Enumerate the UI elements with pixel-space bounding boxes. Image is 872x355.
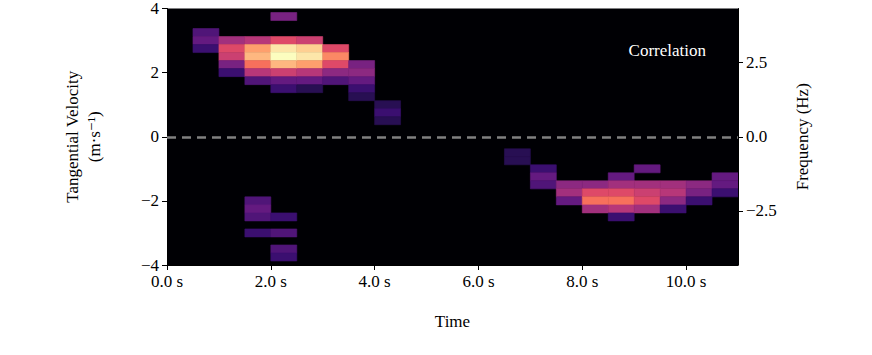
svg-text:Tangential Velocity: Tangential Velocity (63, 70, 82, 203)
svg-text:10.0 s: 10.0 s (666, 272, 707, 291)
svg-text:0: 0 (151, 127, 160, 146)
svg-text:(m·s⁻¹): (m·s⁻¹) (85, 111, 104, 162)
svg-text:2: 2 (151, 63, 160, 82)
svg-text:0.0 s: 0.0 s (151, 272, 183, 291)
svg-text:8.0 s: 8.0 s (566, 272, 598, 291)
svg-text:2.5: 2.5 (746, 53, 767, 72)
svg-text:−4: −4 (140, 255, 159, 275)
svg-text:4: 4 (151, 0, 160, 18)
svg-text:2.0 s: 2.0 s (255, 272, 287, 291)
svg-text:Correlation: Correlation (629, 41, 707, 60)
svg-text:−2: −2 (141, 191, 159, 210)
svg-text:−2.5: −2.5 (746, 201, 777, 220)
svg-text:6.0 s: 6.0 s (462, 272, 494, 291)
svg-text:Frequency (Hz): Frequency (Hz) (793, 83, 812, 190)
svg-text:Time: Time (435, 312, 470, 331)
svg-text:4.0 s: 4.0 s (359, 272, 391, 291)
svg-text:0.0: 0.0 (746, 127, 767, 146)
